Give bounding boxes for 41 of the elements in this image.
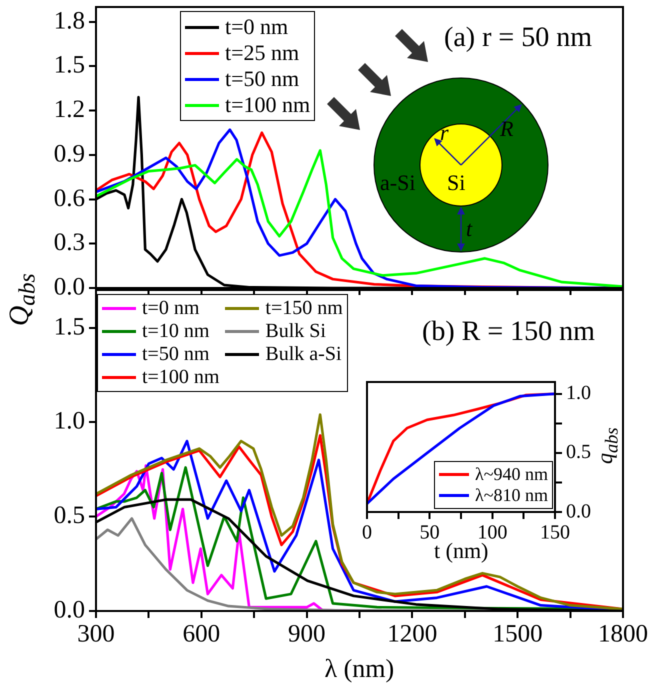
annotation: (b) R = 150 nm — [422, 316, 595, 347]
annotation: a-Si — [380, 170, 416, 195]
y-tick-label: 0.3 — [54, 229, 85, 256]
annotation: R — [500, 116, 514, 141]
annotation: (a) r = 50 nm — [444, 22, 592, 53]
y-tick-label: 1.0 — [54, 408, 85, 435]
x-tick-label: 0 — [362, 521, 372, 544]
legend-label: t=150 nm — [265, 297, 343, 320]
y-tick-label: 0.0 — [54, 274, 85, 301]
y-tick-label: 1.0 — [566, 382, 591, 404]
legend-label: t=50 nm — [225, 66, 300, 92]
x-tick-label: 600 — [182, 620, 220, 648]
legend-label: t=0 nm — [142, 297, 200, 320]
annotation: r — [440, 120, 449, 145]
legend-label: t=100 nm — [225, 92, 310, 118]
x-tick-label: 150 — [540, 521, 570, 544]
y-tick-label: 1.8 — [54, 7, 85, 34]
legend-label: Bulk Si — [265, 320, 326, 343]
y-tick-label: 0.9 — [54, 140, 85, 168]
legend-label: λ~810 nm — [475, 485, 548, 506]
legend-label: Bulk a-Si — [265, 343, 342, 366]
y-tick-label: 0.5 — [54, 502, 85, 530]
legend-label: t=50 nm — [142, 343, 210, 366]
annotation: Si — [447, 170, 466, 195]
x-tick-label: 1200 — [387, 620, 438, 648]
legend-label: t=10 nm — [142, 320, 210, 343]
legend-label: λ~940 nm — [475, 464, 548, 485]
y-tick-label: 1.2 — [54, 96, 85, 124]
x-axis-title: λ (nm) — [324, 654, 394, 683]
y-tick-label: 1.5 — [54, 313, 85, 340]
legend-label: t=100 nm — [142, 366, 220, 389]
legend-label: t=25 nm — [225, 40, 300, 66]
annotation: t — [466, 216, 472, 241]
legend-label: t=0 nm — [225, 14, 288, 40]
y-tick-label: 0.5 — [566, 441, 591, 464]
x-tick-label: 900 — [288, 620, 326, 648]
x-tick-label: 1800 — [598, 620, 648, 648]
y-tick-label: 0.0 — [566, 500, 591, 522]
y-tick-label: 1.5 — [54, 52, 85, 79]
y-tick-label: 0.6 — [54, 184, 85, 212]
x-tick-label: 1500 — [492, 620, 543, 648]
